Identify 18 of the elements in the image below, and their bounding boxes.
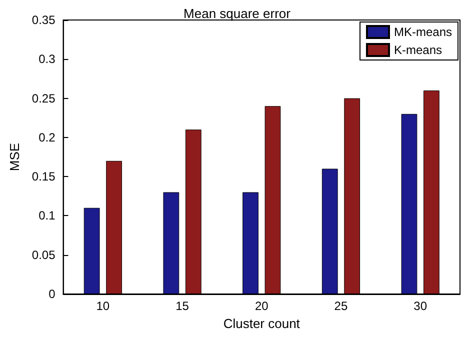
y-tick-label: 0.05 (32, 248, 56, 262)
x-tick-label: 30 (414, 299, 428, 313)
y-tick-label: 0 (48, 287, 56, 301)
legend-label: MK-means (394, 25, 452, 39)
y-tick-label: 0.2 (38, 130, 56, 144)
y-tick-label: 0.1 (38, 208, 56, 223)
x-axis-title: Cluster count (223, 316, 300, 331)
x-tick-label: 10 (96, 299, 110, 313)
y-tick-label: 0.3 (38, 52, 56, 66)
y-axis-title: MSE (7, 142, 22, 172)
y-tick-label: 0.15 (32, 170, 56, 184)
x-tick-label: 25 (334, 299, 348, 313)
y-tick-label: 0.25 (32, 91, 56, 106)
legend-label: K-means (394, 43, 442, 57)
x-tick-label: 15 (176, 299, 190, 313)
x-tick-label: 20 (254, 299, 269, 313)
chart-title: Mean square error (184, 6, 292, 21)
y-tick-label: 0.35 (32, 13, 56, 27)
